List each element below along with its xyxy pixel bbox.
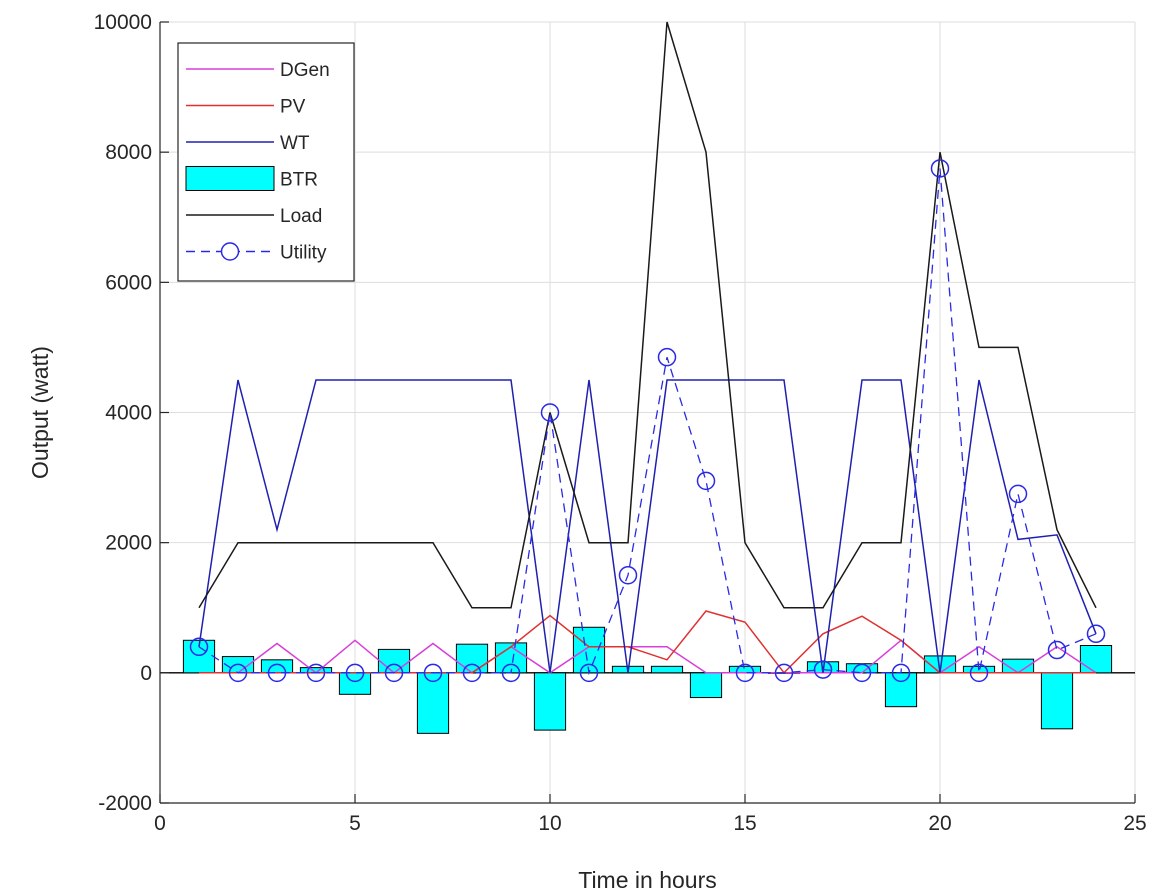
legend-item-load: Load [186, 206, 322, 227]
utility-marker-13 [657, 347, 677, 367]
btr-bar-23 [1040, 672, 1074, 730]
series-line-load [198, 21, 1097, 609]
utility-marker-20 [930, 159, 950, 178]
legend: DGen PV WT BTR Load Utility [177, 42, 355, 282]
btr-bar-14 [689, 672, 723, 699]
series-line-pv [199, 610, 1096, 674]
btr-bar-8 [455, 643, 489, 674]
utility-marker-15 [735, 663, 755, 683]
utility-marker-1 [189, 637, 209, 657]
utility-marker-19 [891, 663, 911, 683]
legend-label-dgen: DGen [280, 60, 330, 81]
y-tick-label-1: 0 [140, 662, 152, 685]
legend-item-dgen: DGen [186, 60, 330, 81]
btr-bar-24 [1079, 644, 1113, 674]
line-series [189, 21, 1106, 683]
btr-bar-18 [845, 663, 879, 674]
legend-label-wt: WT [280, 133, 310, 154]
legend-item-pv: PV [186, 97, 306, 118]
legend-label-utility: Utility [280, 243, 327, 264]
btr-bar-6 [377, 648, 411, 674]
y-tick-label-6: 10000 [94, 11, 152, 34]
btr-bar-13 [650, 665, 684, 674]
series-line-utility [198, 168, 1097, 676]
utility-marker-12 [618, 565, 638, 585]
utility-marker-17 [813, 660, 833, 679]
utility-marker-22 [1008, 484, 1028, 504]
btr-bar-10 [533, 672, 567, 731]
x-tick-label-3: 15 [733, 812, 756, 835]
utility-marker-11 [579, 663, 599, 683]
legend-label-pv: PV [280, 97, 306, 118]
x-tick-label-5: 25 [1123, 812, 1146, 835]
axes [159, 21, 1136, 804]
utility-marker-3 [267, 663, 287, 683]
utility-marker-21 [969, 663, 989, 683]
legend-marker-utility [220, 242, 240, 261]
legend-item-wt: WT [186, 133, 310, 154]
utility-marker-7 [423, 663, 443, 683]
x-tick-label-2: 10 [538, 812, 561, 835]
legend-item-utility: Utility [186, 242, 327, 264]
x-tick-label-4: 20 [928, 812, 951, 835]
x-tick-label-1: 5 [349, 812, 361, 835]
series-line-wt [198, 379, 1097, 673]
series-line-dgen [199, 639, 1097, 674]
btr-bar-11 [572, 626, 606, 674]
utility-marker-9 [501, 663, 521, 683]
x-tick-label-0: 0 [154, 812, 166, 835]
btr-bar-15 [728, 665, 762, 674]
bar-series [182, 626, 1113, 734]
btr-bar-3 [260, 659, 294, 674]
btr-bar-5 [338, 672, 372, 695]
y-tick-label-0: -2000 [98, 792, 152, 815]
utility-marker-14 [696, 471, 716, 491]
legend-item-btr: BTR [185, 166, 318, 191]
legend-box [177, 42, 355, 282]
utility-marker-6 [384, 663, 404, 683]
y-axis-title: Output (watt) [27, 346, 53, 479]
legend-label-btr: BTR [280, 170, 318, 191]
utility-marker-10 [540, 403, 560, 422]
y-tick-label-4: 6000 [105, 271, 152, 294]
x-axis-title: Time in hours [578, 867, 716, 893]
utility-marker-16 [774, 663, 794, 683]
utility-marker-23 [1047, 640, 1067, 660]
y-tick-label-2: 2000 [105, 532, 152, 555]
y-tick-label-3: 4000 [105, 402, 152, 425]
utility-marker-8 [462, 663, 482, 683]
utility-marker-2 [228, 663, 248, 683]
legend-label-load: Load [280, 206, 322, 227]
y-tick-label-5: 8000 [105, 141, 152, 164]
utility-marker-5 [345, 663, 365, 683]
btr-bar-19 [884, 672, 918, 708]
utility-marker-24 [1086, 624, 1106, 644]
utility-marker-4 [306, 663, 326, 683]
legend-swatch-btr [185, 166, 275, 191]
btr-bar-7 [416, 672, 450, 734]
utility-marker-18 [852, 663, 872, 683]
